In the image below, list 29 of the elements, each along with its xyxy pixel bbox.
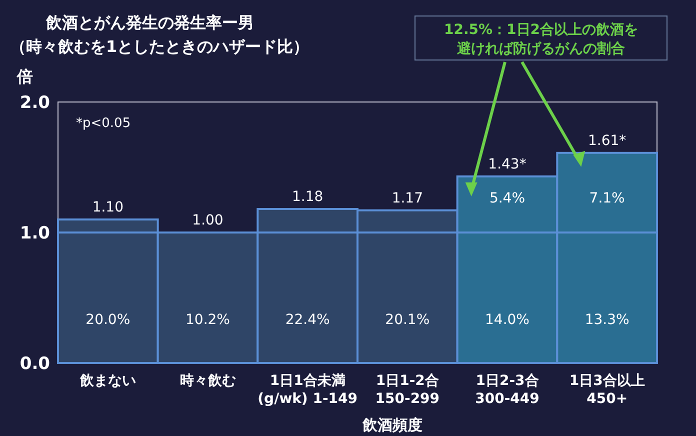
text: 12.5%：1日2合以上の飲酒を避ければ防げるがんの割合 <box>444 22 638 57</box>
chart-title: 飲酒とがん発生の発生率ー男 <box>45 13 254 32</box>
x-axis-title: 飲酒頻度 <box>362 416 422 434</box>
annotation: *p<0.05 <box>76 116 131 131</box>
annotation: 13.3% <box>584 312 630 328</box>
annotation: 20.0% <box>86 312 130 328</box>
y-tick-label: 1.0 <box>20 223 50 244</box>
annotation: 7.1% <box>589 190 625 206</box>
annotation: 20.1% <box>385 312 430 328</box>
data-label: 1.18 <box>292 189 324 206</box>
x-tick-label: 1日2-3合 300-449 <box>475 373 540 407</box>
annotation: 5.4% <box>489 190 526 206</box>
x-tick-label: 1日1-2合 150-299 <box>375 373 440 407</box>
data-label: 1.10 <box>92 199 124 216</box>
x-tick-label: 1日1合未満 (g/wk) 1-149 <box>258 373 358 407</box>
x-tick-label: 飲まない <box>78 373 136 389</box>
annotation: 14.0% <box>485 312 530 328</box>
y-axis-title: 倍 <box>16 67 33 86</box>
data-label: 1.00 <box>192 212 224 228</box>
annotation: 22.4% <box>285 312 330 328</box>
x-tick-label: 時々飲む <box>180 373 236 389</box>
y-tick-label: 2.0 <box>20 92 50 113</box>
y-tick-label: 0.0 <box>20 354 50 374</box>
annotation: 10.2% <box>186 312 230 328</box>
data-label: 1.43* <box>488 156 526 172</box>
x-tick-label: 1日3合以上 450+ <box>569 373 645 407</box>
data-label: 1.61* <box>588 132 626 149</box>
chart-subtitle: （時々飲むを1としたときのハザード比） <box>10 37 310 56</box>
data-label: 1.17 <box>392 190 424 206</box>
